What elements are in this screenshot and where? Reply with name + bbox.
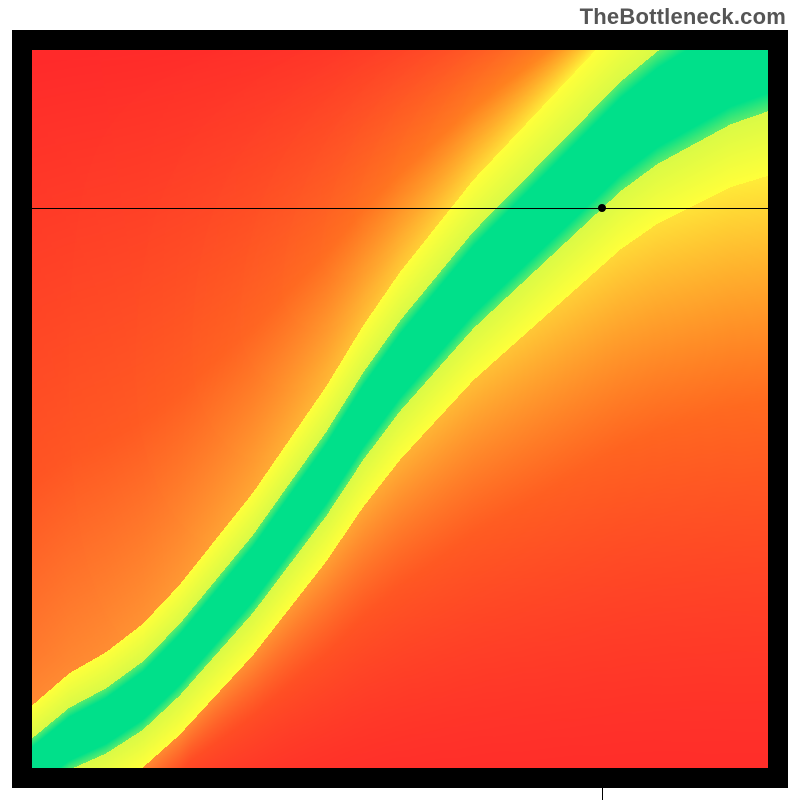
heatmap-canvas [32, 50, 768, 768]
heatmap-frame [12, 30, 788, 788]
crosshair-vertical [602, 768, 603, 800]
heatmap-inner [32, 50, 768, 768]
watermark: TheBottleneck.com [580, 4, 786, 30]
crosshair-marker [598, 204, 606, 212]
crosshair-horizontal [32, 208, 768, 209]
